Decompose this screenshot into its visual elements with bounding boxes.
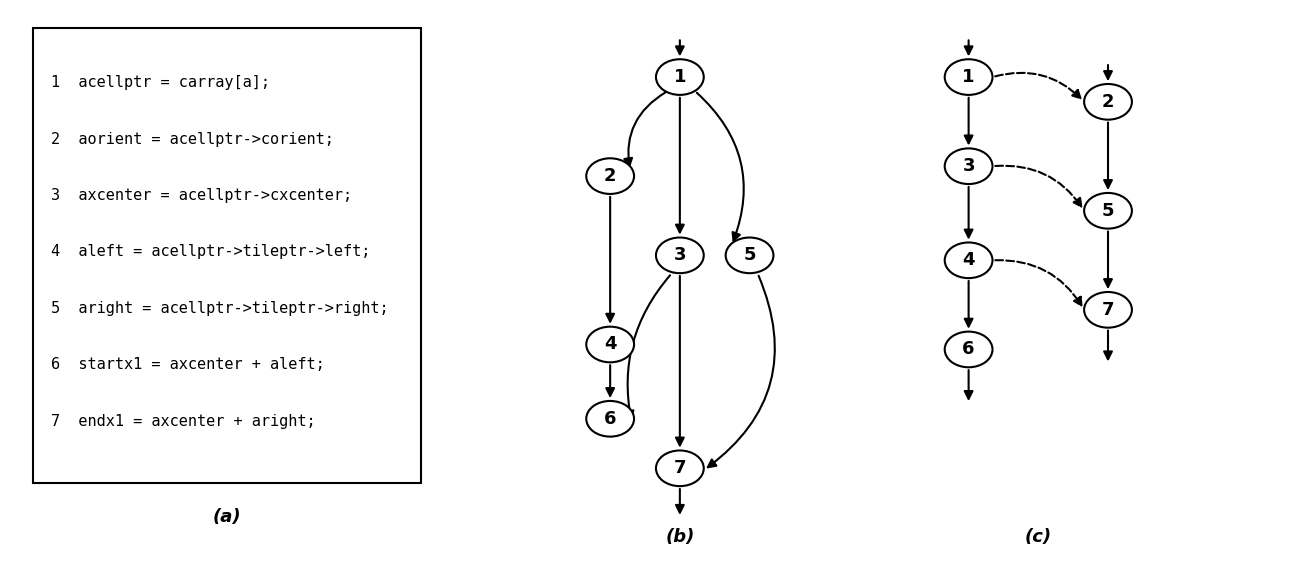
FancyArrowPatch shape [996,73,1081,98]
Text: (a): (a) [212,508,240,526]
Text: 3: 3 [962,157,975,175]
Ellipse shape [656,450,703,486]
Ellipse shape [586,401,634,437]
Text: 3: 3 [674,246,687,265]
Ellipse shape [586,158,634,194]
FancyArrowPatch shape [996,166,1081,207]
Ellipse shape [656,59,703,95]
Text: 5  aright = acellptr->tileptr->right;: 5 aright = acellptr->tileptr->right; [50,301,388,316]
Ellipse shape [945,148,993,184]
Text: 7: 7 [1102,301,1115,319]
Ellipse shape [945,242,993,278]
Text: 6  startx1 = axcenter + aleft;: 6 startx1 = axcenter + aleft; [50,357,325,373]
Text: 5: 5 [1102,202,1115,220]
Text: 1: 1 [962,68,975,86]
Ellipse shape [586,326,634,362]
Text: 4  aleft = acellptr->tileptr->left;: 4 aleft = acellptr->tileptr->left; [50,245,370,259]
Ellipse shape [725,238,773,273]
Ellipse shape [1084,84,1131,120]
Text: 7  endx1 = axcenter + aright;: 7 endx1 = axcenter + aright; [50,414,315,429]
Text: 1  acellptr = carray[a];: 1 acellptr = carray[a]; [50,75,269,90]
Text: 1: 1 [674,68,687,86]
Ellipse shape [1084,193,1131,228]
Text: 7: 7 [674,459,687,477]
Text: 6: 6 [962,340,975,359]
Text: (c): (c) [1025,528,1053,545]
Text: 2: 2 [1102,93,1115,111]
Text: 6: 6 [604,410,617,428]
Text: 2  aorient = acellptr->corient;: 2 aorient = acellptr->corient; [50,131,334,147]
Text: 3  axcenter = acellptr->cxcenter;: 3 axcenter = acellptr->cxcenter; [50,188,352,203]
Ellipse shape [1084,292,1131,328]
Text: (b): (b) [665,528,694,545]
Ellipse shape [945,332,993,367]
FancyArrowPatch shape [996,260,1081,305]
Text: 2: 2 [604,167,617,185]
FancyBboxPatch shape [32,27,422,483]
Text: 5: 5 [743,246,756,265]
Text: 4: 4 [962,251,975,269]
Ellipse shape [656,238,703,273]
Text: 4: 4 [604,335,617,353]
Ellipse shape [945,59,993,95]
